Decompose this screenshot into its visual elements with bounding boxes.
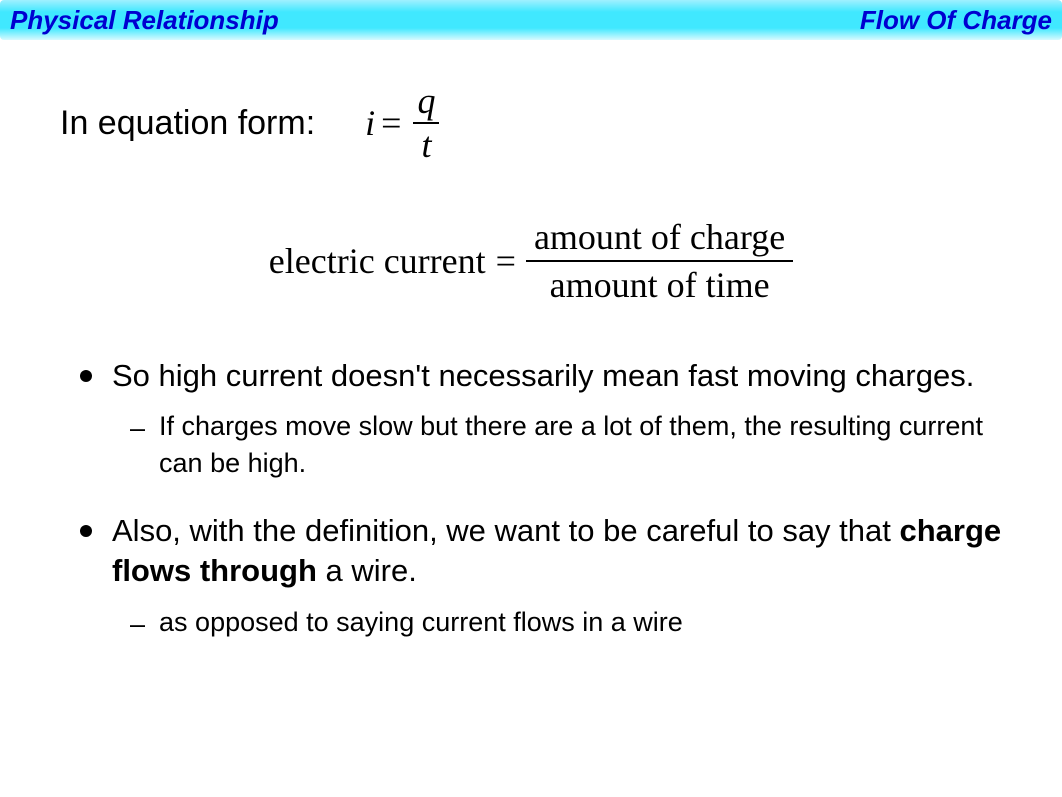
slide-header: Physical Relationship Flow Of Charge (0, 0, 1062, 40)
sub-bullet-text: If charges move slow but there are a lot… (159, 408, 1002, 481)
bullet-dot-icon (80, 525, 92, 537)
bullet-text-before: Also, with the definition, we want to be… (112, 513, 900, 548)
sub-bullet-text: as opposed to saying current flows in a … (159, 604, 683, 642)
header-title-right: Flow Of Charge (860, 5, 1052, 36)
equals-sign: = (381, 102, 401, 144)
sub-bullet-item: – as opposed to saying current flows in … (130, 604, 1002, 642)
bullet-dot-icon (80, 370, 92, 382)
equation-words-lhs: electric current (269, 240, 486, 282)
bullet-text-after: a wire. (317, 553, 417, 588)
bullet-item: So high current doesn't necessarily mean… (80, 356, 1022, 396)
equation-words-fraction: amount of charge amount of time (526, 216, 793, 306)
sub-bullet-item: – If charges move slow but there are a l… (130, 408, 1002, 481)
bullet-text: Also, with the definition, we want to be… (112, 511, 1022, 592)
bullet-item: Also, with the definition, we want to be… (80, 511, 1022, 592)
equation-symbolic: i = q t (365, 80, 439, 166)
equation-words-denominator: amount of time (542, 262, 778, 306)
intro-row: In equation form: i = q t (60, 80, 1062, 166)
dash-icon: – (130, 410, 145, 481)
equation-numerator: q (413, 80, 439, 122)
equation-fraction: q t (413, 80, 439, 166)
equation-words: electric current = amount of charge amou… (0, 216, 1062, 306)
equation-words-numerator: amount of charge (526, 216, 793, 260)
bullet-list: So high current doesn't necessarily mean… (80, 356, 1022, 642)
dash-icon: – (130, 606, 145, 642)
equals-sign-words: = (496, 240, 516, 282)
intro-text: In equation form: (60, 104, 315, 143)
header-title-left: Physical Relationship (10, 5, 279, 36)
equation-denominator: t (417, 124, 435, 166)
bullet-text: So high current doesn't necessarily mean… (112, 356, 974, 396)
equation-lhs: i (365, 102, 375, 144)
